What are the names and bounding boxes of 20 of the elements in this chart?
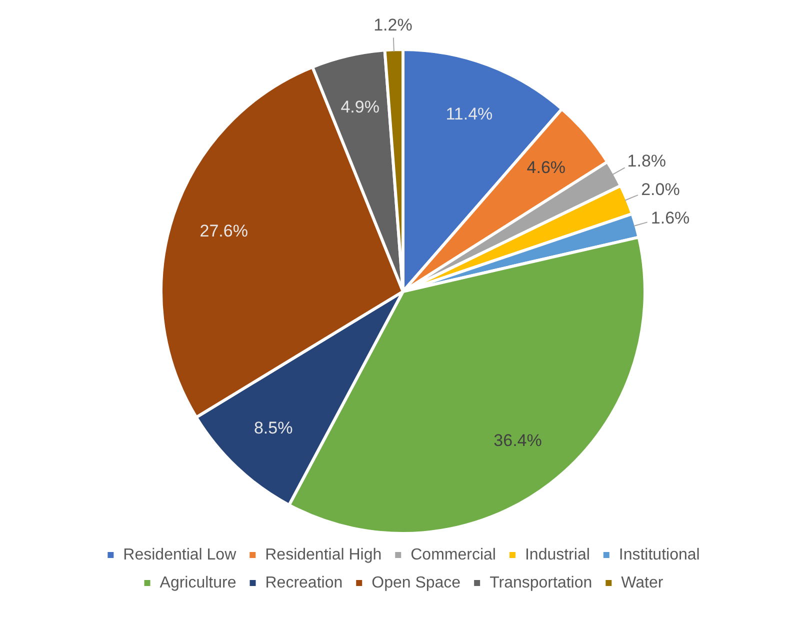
legend-label: Commercial [410,546,496,564]
data-label: 4.6% [526,158,566,178]
legend-label: Industrial [524,546,590,564]
legend-label: Residential High [265,546,382,564]
data-label: 1.8% [627,152,666,171]
data-label: 36.4% [494,431,542,450]
data-label: 1.6% [650,208,690,228]
data-label: 4.9% [340,97,380,116]
data-label: 8.5% [254,418,293,438]
data-label: 27.6% [200,222,248,241]
legend-label: Transportation [490,574,592,592]
data-label: 2.0% [641,180,680,200]
legend-label: Water [621,574,664,592]
legend-label: Recreation [265,574,343,592]
legend-label: Residential Low [123,546,237,564]
legend-label: Open Space [372,574,461,592]
legend-label: Institutional [618,546,700,564]
legend-label: Agriculture [160,574,236,592]
data-label: 11.4% [446,104,493,124]
data-label: 1.2% [374,15,412,34]
